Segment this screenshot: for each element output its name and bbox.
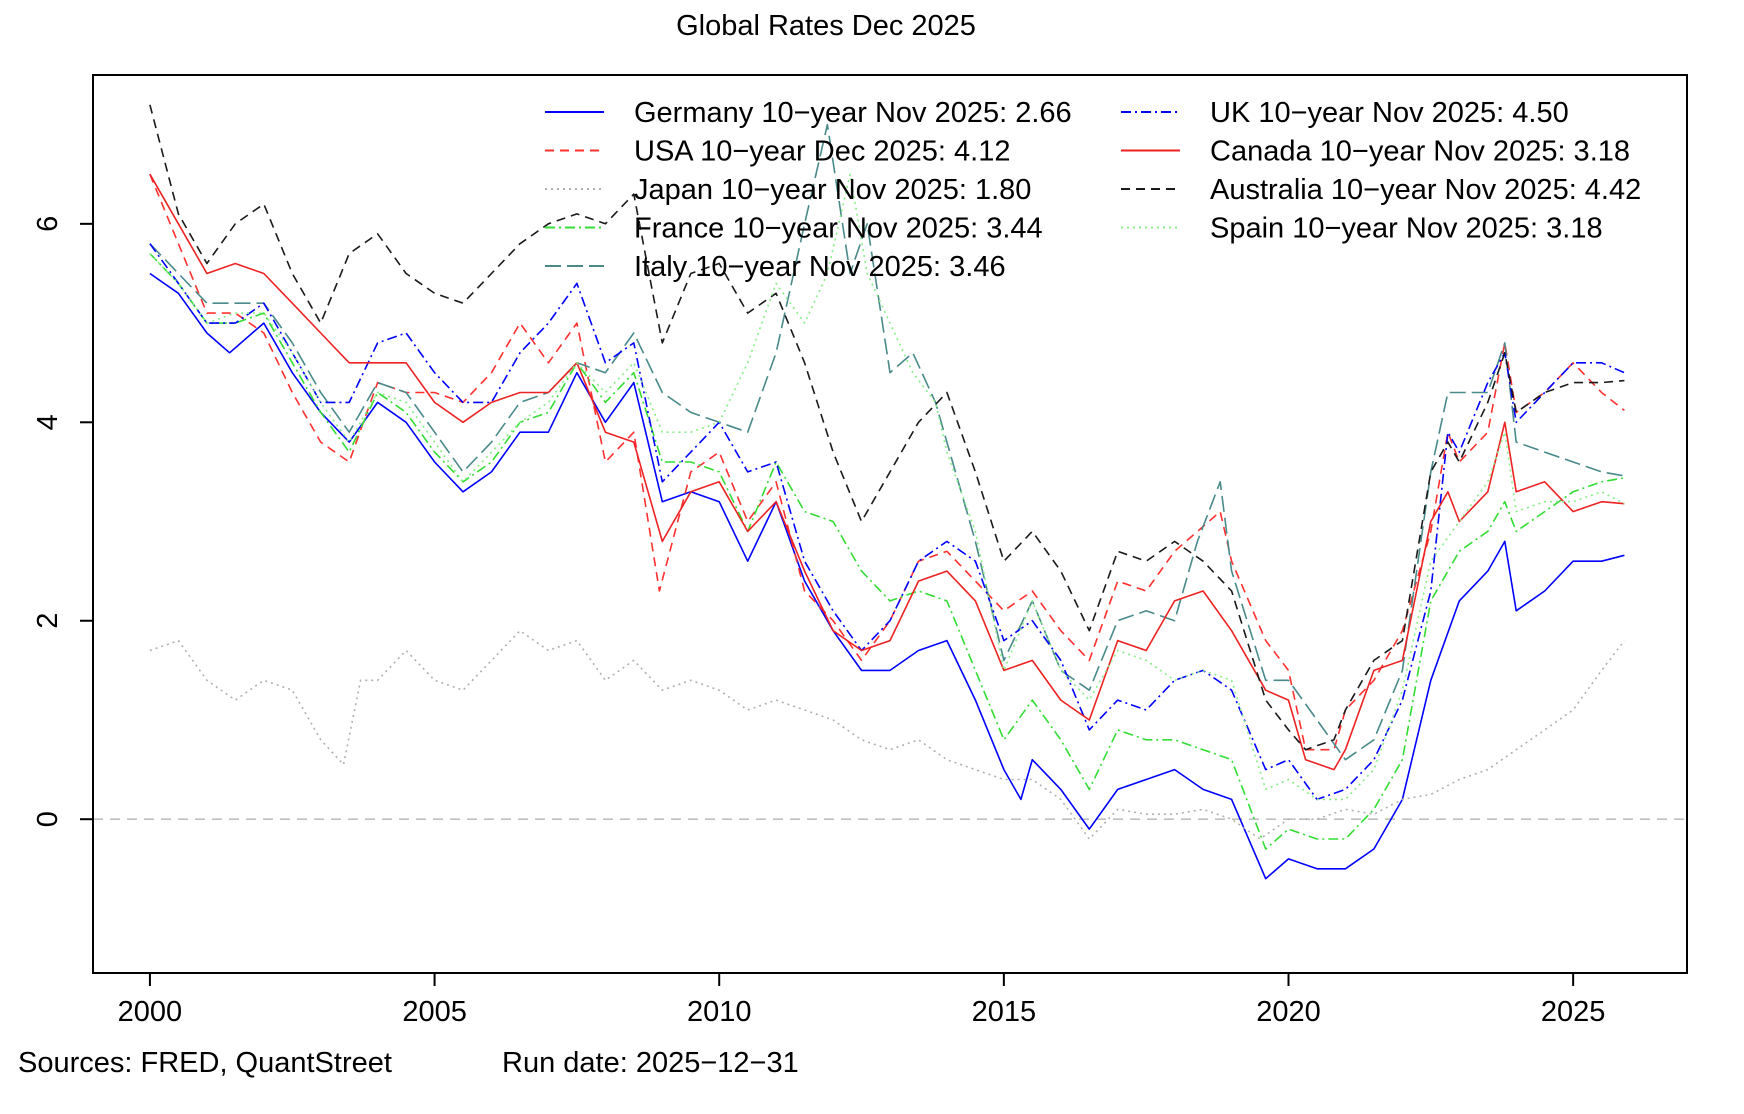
x-tick-label: 2025 <box>1541 996 1606 1028</box>
x-tick-label: 2010 <box>687 996 752 1028</box>
chart-title: Global Rates Dec 2025 <box>676 10 976 42</box>
legend-label-6: Canada 10−year Nov 2025: 3.18 <box>1210 136 1630 168</box>
x-tick-label: 2000 <box>118 996 183 1028</box>
series-line-8 <box>149 173 1625 801</box>
legend-label-5: UK 10−year Nov 2025: 4.50 <box>1210 97 1569 129</box>
y-tick-label: 4 <box>32 414 64 430</box>
x-tick-label: 2005 <box>402 996 467 1028</box>
y-tick-label: 2 <box>32 613 64 629</box>
legend-label-4: Italy 10−year Nov 2025: 3.46 <box>634 251 1006 283</box>
legend-label-0: Germany 10−year Nov 2025: 2.66 <box>634 97 1072 129</box>
series-line-0 <box>149 272 1625 880</box>
y-axis: 0 2 4 6 <box>32 216 94 827</box>
series-line-1 <box>149 173 1625 751</box>
series-line-3 <box>149 253 1625 850</box>
series-line-5 <box>149 243 1625 801</box>
run-date: Run date: 2025−12−31 <box>502 1047 799 1079</box>
plot-frame <box>92 74 1688 974</box>
x-tick-label: 2015 <box>972 996 1037 1028</box>
sources-note: Sources: FRED, QuantStreet <box>18 1047 392 1079</box>
legend-label-3: France 10−year Nov 2025: 3.44 <box>634 213 1043 245</box>
legend-label-8: Spain 10−year Nov 2025: 3.18 <box>1210 213 1603 245</box>
series-line-4 <box>149 123 1625 761</box>
series-line-6 <box>149 173 1625 771</box>
legend-label-2: Japan 10−year Nov 2025: 1.80 <box>634 174 1031 206</box>
x-axis: 2000 2005 2010 2015 2020 2025 <box>118 972 1606 1028</box>
x-tick-label: 2020 <box>1256 996 1321 1028</box>
legend-label-1: USA 10−year Dec 2025: 4.12 <box>634 136 1010 168</box>
y-tick-label: 6 <box>32 216 64 232</box>
y-tick-label: 0 <box>32 811 64 827</box>
series-lines <box>149 104 1626 880</box>
legend: Germany 10−year Nov 2025: 2.66 USA 10−yea… <box>545 97 1641 283</box>
legend-label-7: Australia 10−year Nov 2025: 4.42 <box>1210 174 1641 206</box>
